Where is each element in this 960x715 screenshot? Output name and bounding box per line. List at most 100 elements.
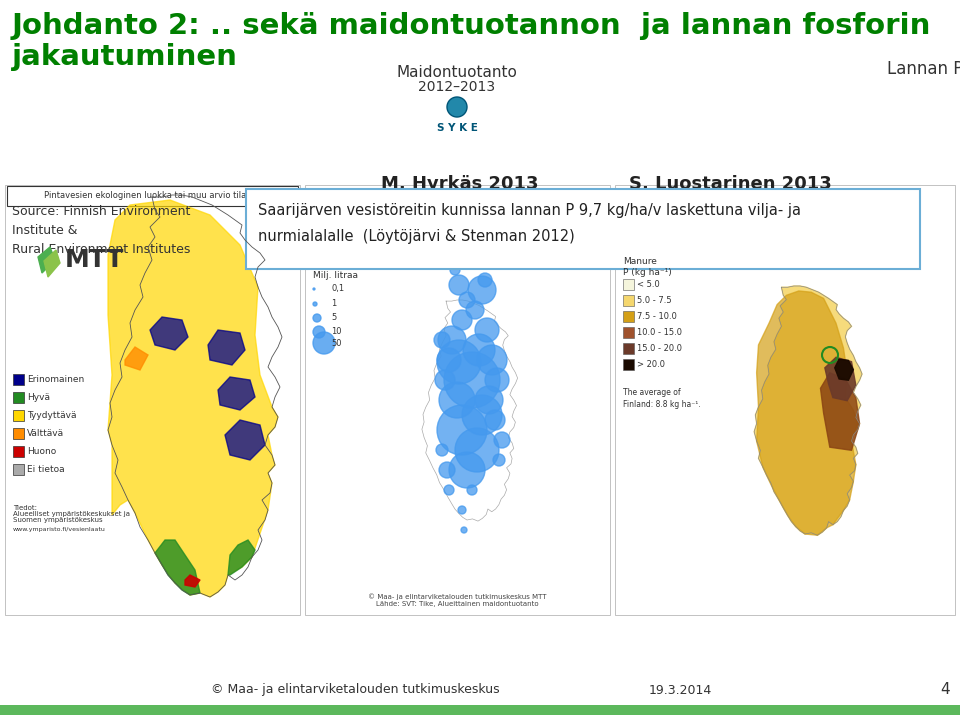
Circle shape	[493, 454, 505, 466]
Text: 1: 1	[331, 300, 336, 308]
Circle shape	[438, 326, 466, 354]
Text: Alueelliset ympäristökeskukset ja: Alueelliset ympäristökeskukset ja	[13, 511, 130, 517]
Polygon shape	[155, 540, 200, 595]
Text: Huono: Huono	[27, 447, 57, 456]
Polygon shape	[835, 359, 853, 380]
Circle shape	[477, 345, 507, 375]
Text: Milj. litraa: Milj. litraa	[313, 271, 358, 280]
Text: The average of
Finland: 8.8 kg ha⁻¹.: The average of Finland: 8.8 kg ha⁻¹.	[623, 388, 701, 409]
Polygon shape	[228, 540, 255, 575]
Circle shape	[450, 265, 460, 275]
Circle shape	[313, 332, 335, 354]
Polygon shape	[208, 330, 245, 365]
Text: nurmialalalle  (Löytöjärvi & Stenman 2012): nurmialalalle (Löytöjärvi & Stenman 2012…	[258, 229, 575, 244]
Polygon shape	[755, 286, 862, 536]
Circle shape	[467, 485, 477, 495]
Text: Pintavesien ekologinen luokka tai muu arvio tilasta: Pintavesien ekologinen luokka tai muu ar…	[44, 192, 259, 200]
Text: 5: 5	[331, 313, 336, 322]
Polygon shape	[225, 420, 265, 460]
Bar	[13, 428, 24, 439]
Text: Välttävä: Välttävä	[27, 429, 64, 438]
Circle shape	[463, 334, 495, 366]
FancyBboxPatch shape	[7, 186, 298, 206]
Bar	[623, 311, 634, 322]
Circle shape	[462, 395, 502, 435]
Polygon shape	[821, 373, 859, 450]
Polygon shape	[44, 250, 60, 277]
Text: © Maa- ja elintarviketalouden tutkimuskeskus: © Maa- ja elintarviketalouden tutkimuske…	[210, 684, 499, 696]
Polygon shape	[125, 347, 148, 370]
Text: Saarijärven vesistöreitin kunnissa lannan P 9,7 kg/ha/v laskettuna vilja- ja: Saarijärven vesistöreitin kunnissa lanna…	[258, 203, 801, 218]
Text: jakautuminen: jakautuminen	[12, 43, 238, 71]
Text: 10: 10	[331, 327, 342, 337]
Text: Lannan P: Lannan P	[887, 60, 960, 78]
Text: Manure
P (kg ha⁻¹): Manure P (kg ha⁻¹)	[623, 257, 672, 277]
Circle shape	[439, 462, 455, 478]
Polygon shape	[825, 358, 856, 400]
Polygon shape	[185, 575, 200, 587]
Circle shape	[447, 97, 467, 117]
Circle shape	[494, 432, 510, 448]
Circle shape	[485, 410, 505, 430]
Bar	[623, 295, 634, 306]
Polygon shape	[218, 377, 255, 410]
Circle shape	[439, 382, 475, 418]
Text: M. Hyrkäs 2013: M. Hyrkäs 2013	[381, 175, 539, 193]
Bar	[305, 185, 610, 615]
Text: > 20.0: > 20.0	[637, 360, 665, 369]
Text: www.ymparisto.fi/vesienlaatu: www.ymparisto.fi/vesienlaatu	[13, 527, 106, 532]
Bar	[13, 446, 24, 457]
Circle shape	[437, 340, 481, 384]
Bar	[0, 705, 960, 715]
Circle shape	[444, 485, 454, 495]
Text: MTT: MTT	[65, 248, 125, 272]
Text: S. Luostarinen 2013: S. Luostarinen 2013	[629, 175, 831, 193]
Polygon shape	[38, 247, 55, 273]
Circle shape	[313, 288, 315, 290]
Text: Source: Finnish Environment
Institute &
Rural Environment Institutes: Source: Finnish Environment Institute & …	[12, 205, 190, 256]
Circle shape	[449, 452, 485, 488]
Bar	[13, 464, 24, 475]
Text: Lähde: SVT: Tike, Alueittainen maidontuotanto: Lähde: SVT: Tike, Alueittainen maidontuo…	[375, 601, 539, 607]
Circle shape	[459, 292, 475, 308]
Text: 15.0 - 20.0: 15.0 - 20.0	[637, 344, 682, 353]
Text: Ei tietoa: Ei tietoa	[27, 465, 64, 474]
Bar	[13, 374, 24, 385]
Circle shape	[436, 444, 448, 456]
Text: Johdanto 2: .. sekä maidontuotannon  ja lannan fosforin: Johdanto 2: .. sekä maidontuotannon ja l…	[12, 12, 931, 40]
Polygon shape	[150, 317, 188, 350]
Text: Erinomainen: Erinomainen	[27, 375, 84, 384]
Text: Hyvä: Hyvä	[27, 393, 50, 402]
Text: 4: 4	[940, 683, 949, 698]
Circle shape	[455, 428, 499, 472]
Circle shape	[458, 506, 466, 514]
Bar	[5, 185, 300, 615]
Circle shape	[313, 314, 321, 322]
Text: © Maa- ja elintarviketalouden tutkimuskeskus MTT: © Maa- ja elintarviketalouden tutkimuske…	[368, 593, 546, 600]
Bar	[623, 279, 634, 290]
Circle shape	[485, 368, 509, 392]
Circle shape	[466, 301, 484, 319]
Text: Maidontuotanto: Maidontuotanto	[396, 65, 517, 80]
Circle shape	[435, 370, 455, 390]
Bar	[13, 410, 24, 421]
Polygon shape	[756, 291, 857, 536]
Text: S Y K E: S Y K E	[437, 123, 477, 133]
Bar	[623, 343, 634, 354]
Circle shape	[461, 527, 467, 533]
Circle shape	[475, 318, 499, 342]
Text: 7.5 - 10.0: 7.5 - 10.0	[637, 312, 677, 321]
Text: 19.3.2014: 19.3.2014	[648, 684, 711, 696]
Circle shape	[437, 348, 461, 372]
Text: < 5.0: < 5.0	[637, 280, 660, 289]
Text: 5.0 - 7.5: 5.0 - 7.5	[637, 296, 672, 305]
Bar	[13, 392, 24, 403]
Bar	[615, 185, 955, 615]
Polygon shape	[108, 200, 278, 597]
Text: 2012–2013: 2012–2013	[419, 80, 495, 94]
Text: Tiedot:: Tiedot:	[13, 505, 37, 511]
Text: Tyydyttävä: Tyydyttävä	[27, 411, 77, 420]
Text: 10.0 - 15.0: 10.0 - 15.0	[637, 328, 682, 337]
Circle shape	[468, 276, 496, 304]
Circle shape	[313, 302, 317, 306]
